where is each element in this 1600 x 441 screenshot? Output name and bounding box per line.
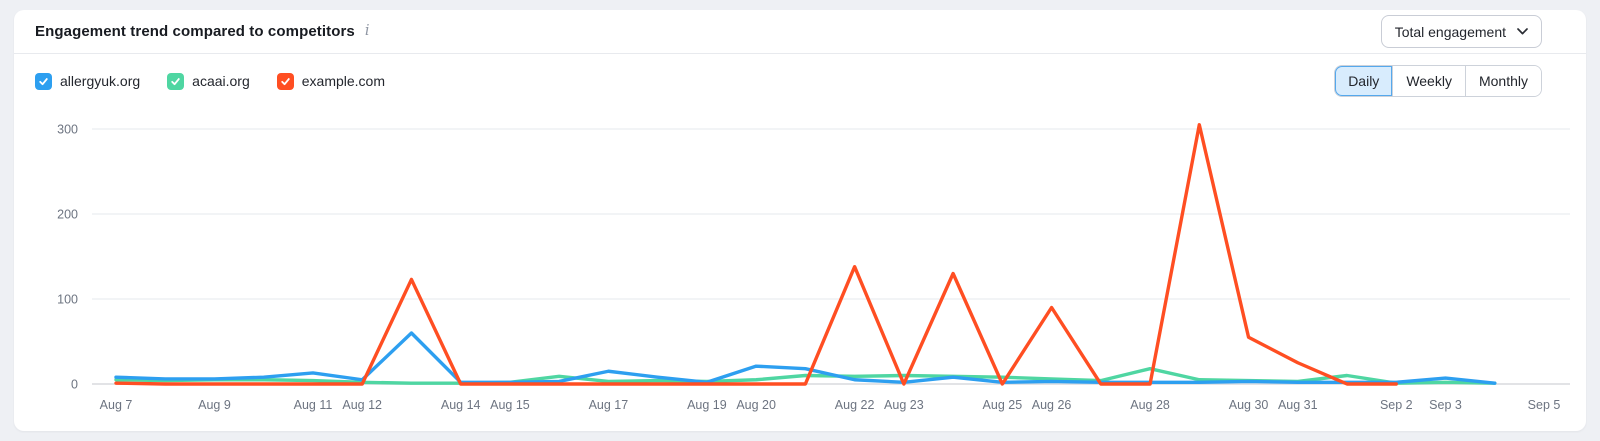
legend-item-allergyuk[interactable]: allergyuk.org (35, 72, 141, 90)
legend-label: allergyuk.org (60, 73, 141, 89)
x-axis-tick-label: Aug 30 (1229, 398, 1269, 412)
legend-label: acaai.org (192, 73, 250, 89)
engagement-trend-card: 0 100 200 300 Aug 7 Aug 9 Aug 11 Aug 12 Aug 14 Au… (14, 10, 1586, 431)
card-header: Engagement trend compared to competitors… (14, 10, 1586, 54)
x-axis-tick-label: Sep 3 (1429, 398, 1462, 412)
metric-dropdown-value: Total engagement (1394, 23, 1506, 40)
series-line-allergyuk.org (114, 331, 1497, 385)
x-axis-tick-label: Aug 15 (490, 398, 530, 412)
y-axis-tick-label: 300 (57, 123, 78, 137)
x-axis-tick-label: Aug 25 (983, 398, 1023, 412)
x-axis-tick-label: Aug 14 (441, 398, 481, 412)
legend-row: allergyuk.org acaai.org example.com Dail… (14, 65, 1586, 97)
x-axis-tick-label: Aug 12 (342, 398, 382, 412)
tab-monthly[interactable]: Monthly (1464, 66, 1541, 96)
x-axis-tick-label: Aug 31 (1278, 398, 1318, 412)
legend-item-example[interactable]: example.com (276, 72, 386, 90)
info-icon[interactable]: i (364, 23, 370, 40)
x-axis-tick-label: Sep 5 (1528, 398, 1561, 412)
page-title: Engagement trend compared to competitors (35, 23, 355, 40)
legend-label: example.com (301, 73, 386, 89)
checkbox-checked-icon[interactable] (35, 72, 52, 90)
x-axis-tick-label: Aug 9 (198, 398, 231, 412)
checkbox-checked-icon[interactable] (276, 72, 294, 90)
checkbox-checked-icon[interactable] (167, 72, 185, 90)
granularity-toggle: Daily Weekly Monthly (1334, 65, 1542, 97)
x-axis-tick-label: Aug 20 (736, 398, 776, 412)
x-axis-tick-label: Aug 28 (1130, 398, 1170, 412)
series-line-example.com (114, 123, 1398, 386)
x-axis-tick-label: Aug 26 (1032, 398, 1072, 412)
x-axis-tick-label: Aug 11 (294, 398, 333, 412)
chevron-down-icon (1517, 28, 1528, 35)
x-axis-tick-label: Sep 2 (1380, 398, 1413, 412)
y-axis-tick-label: 200 (57, 208, 78, 222)
engagement-chart: 0 100 200 300 Aug 7 Aug 9 Aug 11 Aug 12 Aug 14 Au… (57, 123, 1570, 412)
y-axis-tick-label: 100 (57, 293, 78, 307)
metric-dropdown[interactable]: Total engagement (1380, 15, 1542, 48)
x-axis-tick-label: Aug 23 (884, 398, 924, 412)
x-axis-tick-label: Aug 17 (589, 398, 629, 412)
legend-item-acaai[interactable]: acaai.org (167, 72, 250, 90)
y-axis-tick-label: 0 (71, 378, 78, 392)
x-axis-tick-label: Aug 7 (100, 398, 133, 412)
tab-daily[interactable]: Daily (1335, 66, 1393, 96)
x-axis-tick-label: Aug 22 (835, 398, 875, 412)
tab-weekly[interactable]: Weekly (1392, 66, 1465, 96)
x-axis-tick-label: Aug 19 (687, 398, 727, 412)
